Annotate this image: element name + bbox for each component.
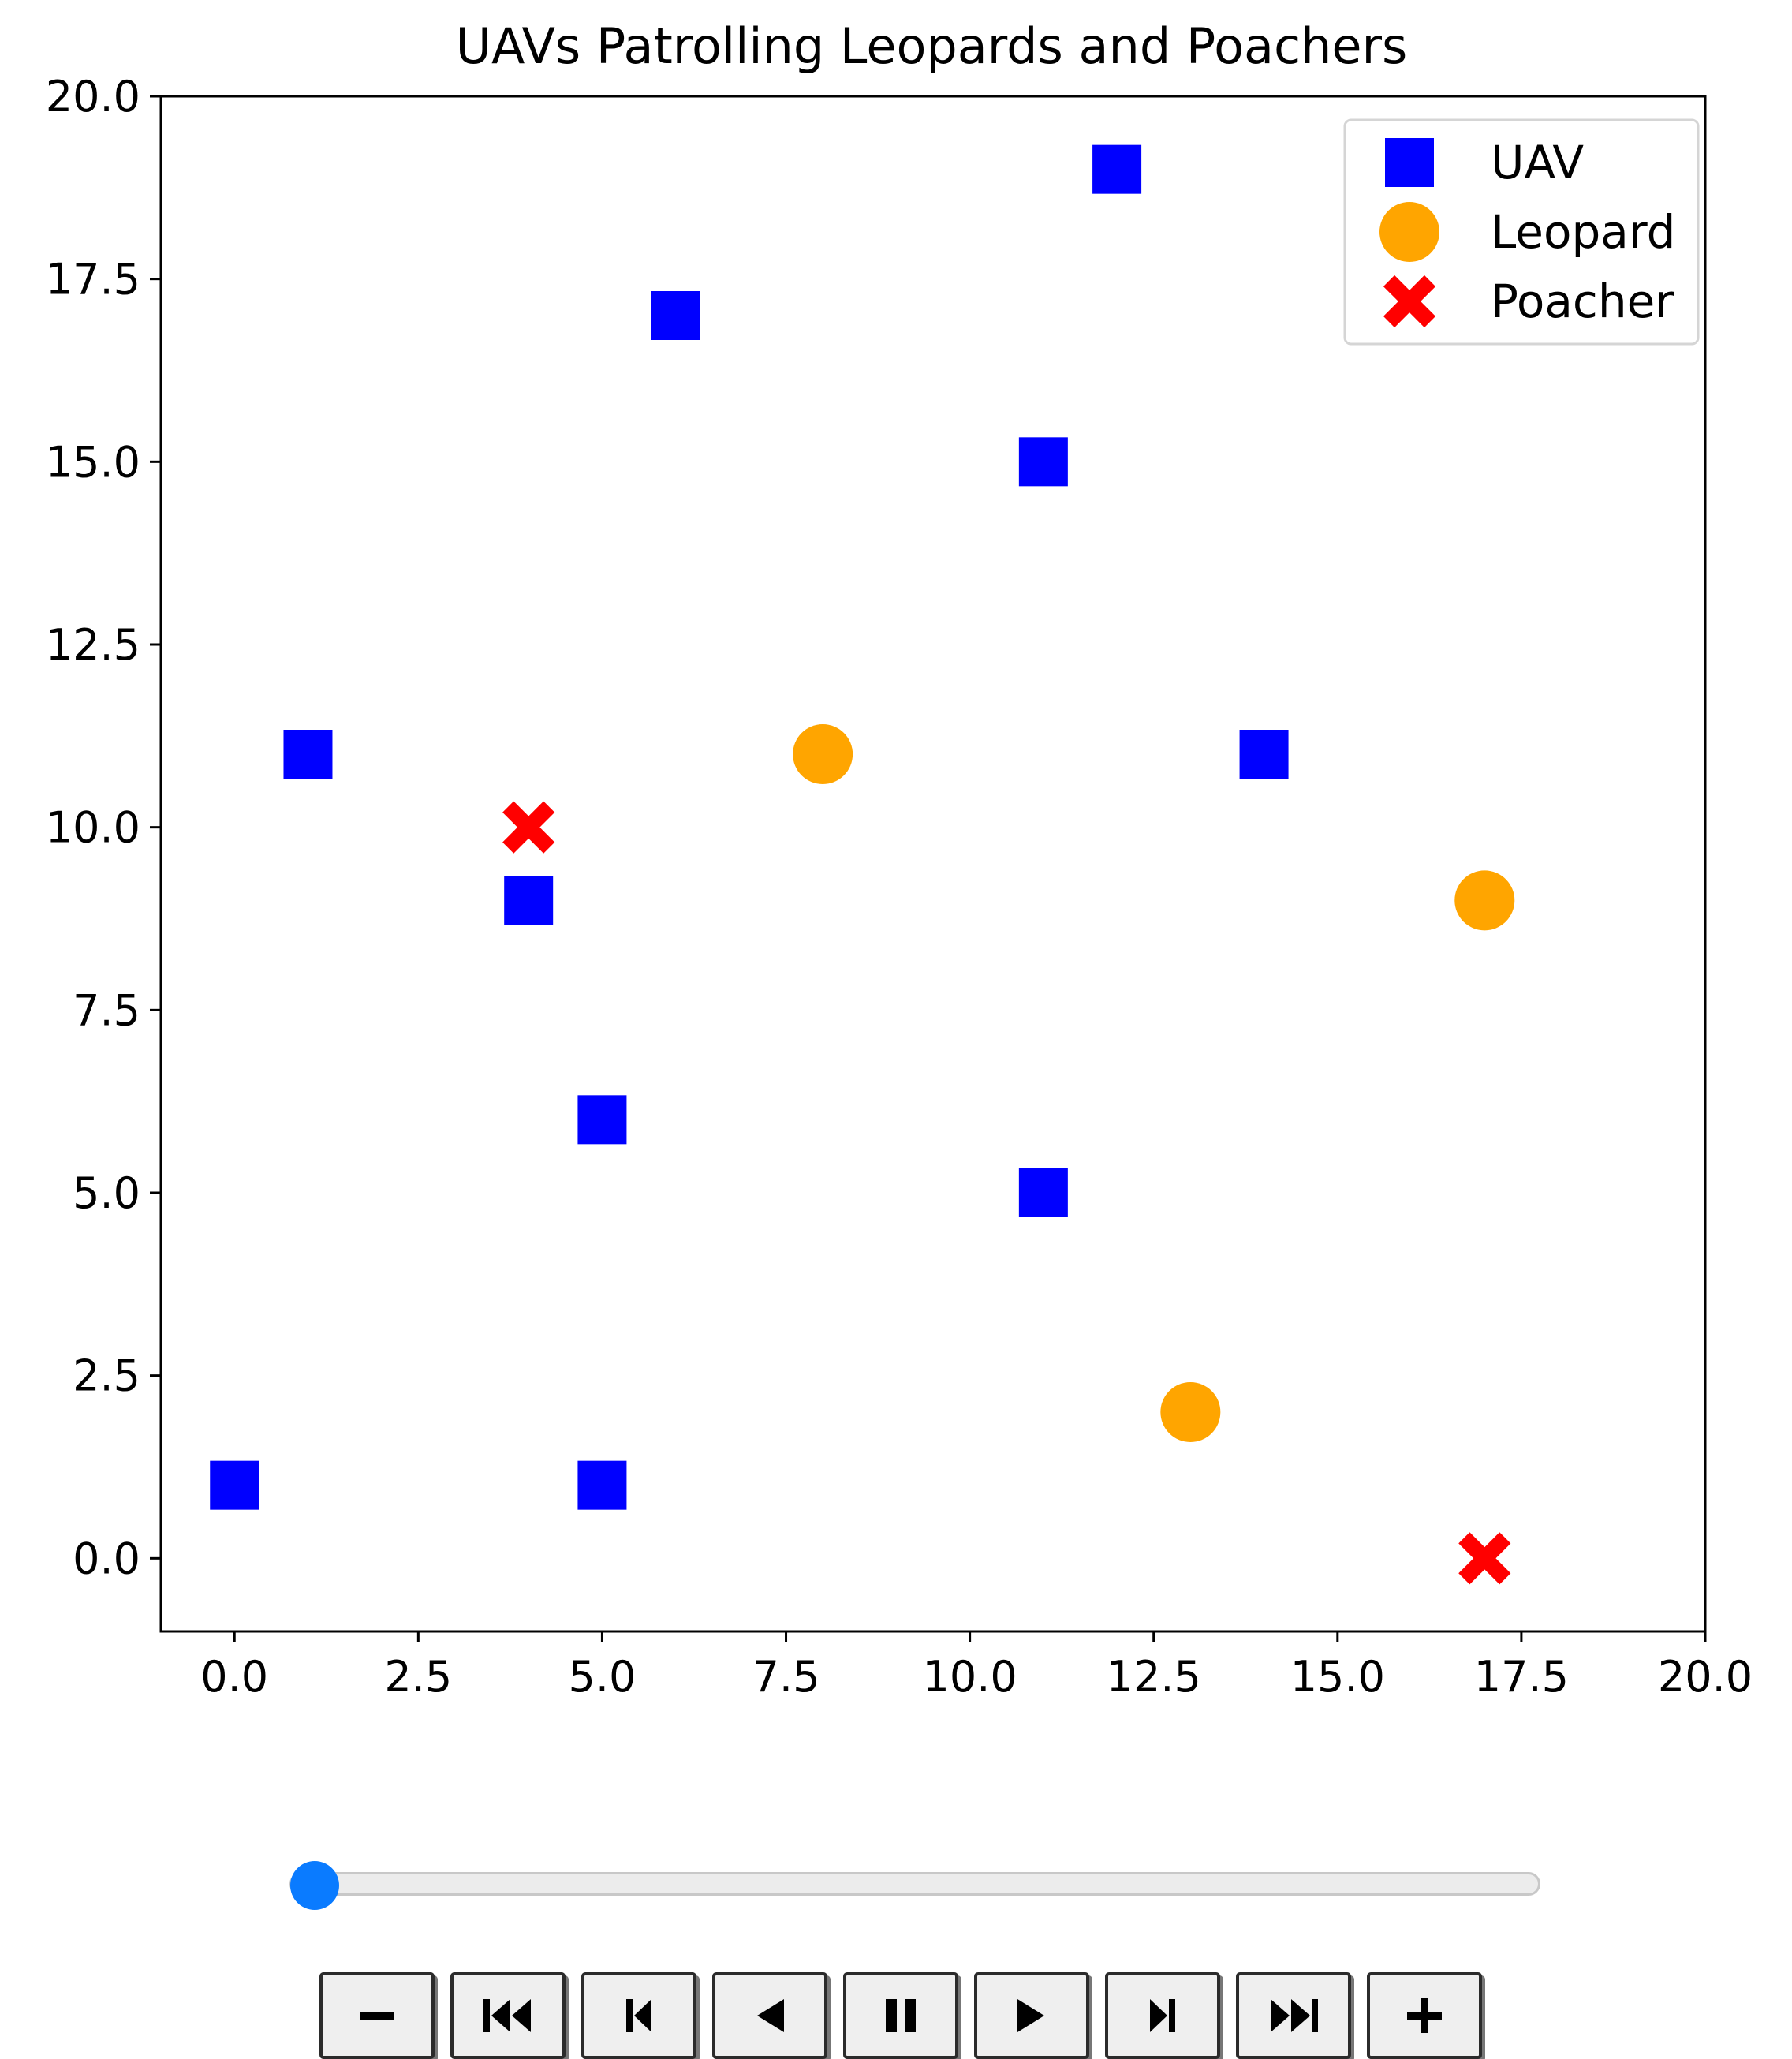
x-tick-label: 15.0 xyxy=(1290,1652,1385,1702)
increase-speed-button[interactable] xyxy=(1367,1972,1482,2059)
legend-label: Poacher xyxy=(1491,275,1674,328)
step-forward-icon xyxy=(1145,1994,1180,2037)
y-tick-label: 0.0 xyxy=(73,1534,140,1583)
x-tick-label: 5.0 xyxy=(568,1652,636,1702)
y-tick-label: 17.5 xyxy=(46,255,140,305)
pause-icon xyxy=(879,1994,922,2037)
frame-slider[interactable] xyxy=(289,1861,1540,1910)
chart-title: UAVs Patrolling Leopards and Poachers xyxy=(456,17,1408,75)
legend-leopard-marker xyxy=(1379,202,1439,262)
plot-frame xyxy=(159,95,1707,1633)
previous-frame-button[interactable] xyxy=(581,1972,696,2059)
poacher-point xyxy=(502,801,555,854)
leopard-point xyxy=(1454,870,1515,931)
first-frame-button[interactable] xyxy=(450,1972,566,2059)
decrease-speed-button[interactable] xyxy=(319,1972,435,2059)
minus-icon xyxy=(356,1994,398,2037)
uav-point xyxy=(1018,1168,1068,1217)
legend-poacher-marker xyxy=(1383,275,1436,328)
uav-point xyxy=(210,1460,259,1510)
uav-point xyxy=(283,730,333,779)
uav-point xyxy=(504,876,554,925)
legend-label: UAV xyxy=(1491,136,1584,189)
pause-button[interactable] xyxy=(843,1972,958,2059)
x-tick-label: 0.0 xyxy=(200,1652,268,1702)
play-reverse-icon xyxy=(752,1994,787,2037)
skip-to-first-icon xyxy=(482,1994,534,2037)
plus-icon xyxy=(1403,1994,1446,2037)
y-tick-label: 10.0 xyxy=(46,803,140,853)
uav-point xyxy=(577,1460,627,1510)
skip-to-last-icon xyxy=(1267,1994,1320,2037)
x-tick-label: 20.0 xyxy=(1658,1652,1753,1702)
uav-point xyxy=(651,291,700,340)
leopard-point xyxy=(1160,1382,1221,1442)
legend-label: Leopard xyxy=(1491,205,1675,259)
leopard-point xyxy=(793,724,853,784)
uav-point xyxy=(1092,144,1142,194)
x-tick-label: 12.5 xyxy=(1107,1652,1201,1702)
play-button[interactable] xyxy=(974,1972,1089,2059)
x-tick-label: 7.5 xyxy=(752,1652,820,1702)
y-tick-label: 15.0 xyxy=(46,437,140,487)
y-tick-label: 12.5 xyxy=(46,620,140,670)
poacher-point xyxy=(1458,1532,1511,1585)
y-tick-label: 2.5 xyxy=(73,1351,140,1401)
next-frame-button[interactable] xyxy=(1105,1972,1220,2059)
y-tick-label: 5.0 xyxy=(73,1168,140,1218)
play-icon xyxy=(1014,1994,1049,2037)
last-frame-button[interactable] xyxy=(1236,1972,1351,2059)
x-tick-label: 17.5 xyxy=(1474,1652,1569,1702)
legend-uav-marker xyxy=(1385,138,1434,187)
play-reverse-button[interactable] xyxy=(712,1972,827,2059)
uav-point xyxy=(577,1095,627,1145)
uav-point xyxy=(1239,730,1289,779)
step-back-icon xyxy=(622,1994,656,2037)
x-tick-label: 2.5 xyxy=(384,1652,452,1702)
y-tick-label: 7.5 xyxy=(73,985,140,1035)
slider-thumb[interactable] xyxy=(290,1861,339,1910)
animation-controls xyxy=(319,1972,1482,2059)
x-tick-label: 10.0 xyxy=(923,1652,1017,1702)
uav-point xyxy=(1018,437,1068,487)
y-tick-label: 20.0 xyxy=(46,72,140,121)
